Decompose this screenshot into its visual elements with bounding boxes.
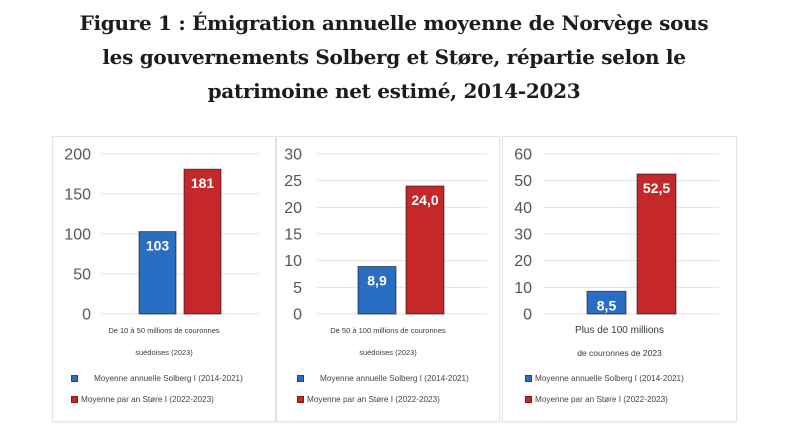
legend-swatch-solberg: [525, 375, 532, 382]
y-tick-label: 15: [284, 227, 302, 244]
category-label-line-2: suédoises (2023): [135, 348, 193, 357]
y-tick-label: 20: [514, 253, 532, 270]
y-tick-label: 30: [284, 147, 302, 164]
chart-panel-10-50m: 0 50 100 150 200 103 181 De 10 à 50 millions d…: [52, 136, 276, 422]
category-label-line-2: de couronnes de 2023: [577, 348, 662, 358]
y-tick-label: 0: [82, 307, 91, 324]
figure-title-line-2: les gouvernements Solberg et Støre, répa…: [102, 45, 686, 69]
category-label: De 50 à 100 millions de couronnes suédoi…: [277, 320, 499, 364]
legend-swatch-solberg: [71, 375, 78, 382]
bar-chart-100m-plus: 0 10 20 30 40 50 60 8,5 52,5: [514, 147, 719, 324]
legend-label-store: Moyenne par an Støre I (2022-2023): [81, 395, 214, 404]
legend-item-solberg: Moyenne annuelle Solberg I (2014-2021): [525, 374, 684, 383]
category-label-line-1: Plus de 100 millions: [575, 325, 664, 336]
y-tick-label: 100: [64, 227, 91, 244]
bar-value-label-solberg: 103: [146, 238, 170, 254]
y-tick-label: 200: [64, 147, 91, 164]
y-tick-label: 25: [284, 173, 302, 190]
bar-solberg: [138, 231, 177, 315]
bar-store: [636, 173, 677, 315]
y-tick-label: 150: [64, 187, 91, 204]
y-tick-label: 10: [284, 253, 302, 270]
bar-value-label-store: 24,0: [411, 192, 438, 208]
legend-label-store: Moyenne par an Støre I (2022-2023): [535, 395, 668, 404]
category-label: Plus de 100 millions de couronnes de 202…: [503, 320, 736, 364]
legend-item-store: Moyenne par an Støre I (2022-2023): [525, 395, 668, 404]
bar-value-label-store: 52,5: [643, 180, 670, 196]
bar-solberg: [357, 266, 397, 315]
bar-store: [405, 185, 445, 315]
bar-chart-10-50m: 0 50 100 150 200 103 181: [64, 147, 259, 324]
legend-item-solberg: Moyenne annuelle Solberg I (2014-2021): [71, 374, 243, 383]
figure-title-line-3: patrimoine net estimé, 2014-2023: [207, 79, 581, 103]
category-label-line-1: De 10 à 50 millions de couronnes: [108, 326, 220, 335]
legend-label-solberg: Moyenne annuelle Solberg I (2014-2021): [320, 374, 469, 383]
y-tick-label: 30: [514, 227, 532, 244]
y-tick-label: 40: [514, 200, 532, 217]
figure-title: Figure 1 : Émigration annuelle moyenne d…: [0, 6, 788, 108]
bar-chart-50-100m: 0 5 10 15 20 25 30 8,9 24,0: [284, 147, 487, 324]
y-tick-label: 50: [73, 267, 91, 284]
category-label-line-1: De 50 à 100 millions de couronnes: [330, 326, 446, 335]
y-tick-label: 50: [514, 173, 532, 190]
bar-value-label-store: 181: [191, 175, 215, 191]
legend-item-store: Moyenne par an Støre I (2022-2023): [71, 395, 214, 404]
bar-value-label-solberg: 8,5: [597, 297, 617, 313]
legend-swatch-store: [297, 396, 304, 403]
legend-label-solberg: Moyenne annuelle Solberg I (2014-2021): [94, 374, 243, 383]
legend-item-store: Moyenne par an Støre I (2022-2023): [297, 395, 440, 404]
chart-panel-50-100m: 0 5 10 15 20 25 30 8,9 24,0 De 50 à 100 millions…: [276, 136, 500, 422]
legend-swatch-store: [71, 396, 78, 403]
y-tick-label: 10: [514, 280, 532, 297]
figure-title-line-1: Figure 1 : Émigration annuelle moyenne d…: [79, 11, 709, 35]
legend-swatch-solberg: [297, 375, 304, 382]
y-tick-label: 5: [293, 280, 302, 297]
y-tick-label: 60: [514, 147, 532, 164]
category-label: De 10 à 50 millions de couronnes suédois…: [53, 320, 275, 364]
bar-solberg: [586, 290, 627, 315]
chart-panel-100m-plus: 0 10 20 30 40 50 60 8,5 52,5 Plus de 100 million…: [502, 136, 737, 422]
legend-item-solberg: Moyenne annuelle Solberg I (2014-2021): [297, 374, 469, 383]
y-tick-label: 20: [284, 200, 302, 217]
bar-value-label-solberg: 8,9: [367, 273, 387, 289]
category-label-line-2: suédoises (2023): [359, 348, 417, 357]
legend-label-store: Moyenne par an Støre I (2022-2023): [307, 395, 440, 404]
legend-label-solberg: Moyenne annuelle Solberg I (2014-2021): [535, 374, 684, 383]
bar-store: [183, 168, 222, 315]
y-tick-label: 0: [293, 307, 302, 324]
y-tick-label: 0: [523, 307, 532, 324]
legend-swatch-store: [525, 396, 532, 403]
